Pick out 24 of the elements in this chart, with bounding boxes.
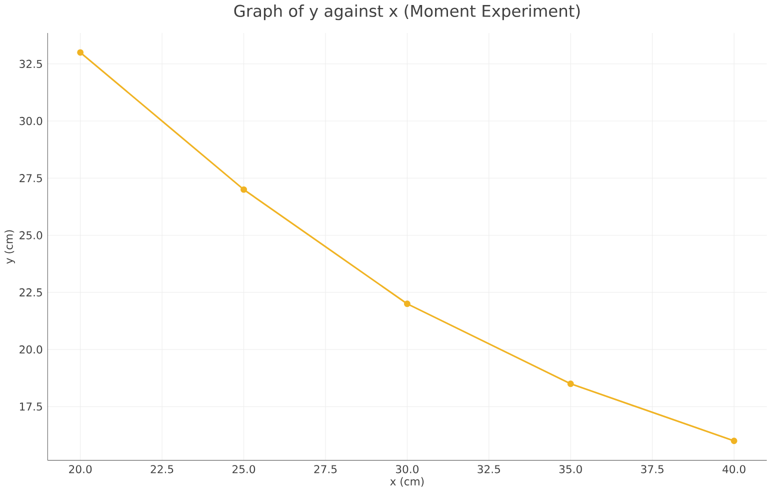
y-tick-label: 30.0	[20, 116, 42, 125]
x-tick-label: 32.5	[478, 464, 500, 474]
x-tick-label: 37.5	[641, 464, 664, 474]
y-tick-label: 20.0	[20, 345, 42, 354]
x-tick-label: 30.0	[396, 464, 419, 474]
point	[730, 438, 738, 444]
x-tick-label: 27.5	[314, 464, 337, 474]
x-tick-label: 35.0	[559, 464, 582, 474]
x-tick-label: 40.0	[722, 464, 746, 474]
y-tick-label: 32.5	[20, 60, 42, 68]
y-tick-label: 22.5	[20, 288, 42, 296]
y-tick-label: 17.5	[20, 402, 42, 411]
x-axis-title: x (cm)	[390, 477, 424, 487]
chart-title: Graph of y against x (Moment Experiment)	[234, 4, 580, 20]
point	[404, 300, 410, 307]
y-tick-label: 27.5	[20, 174, 42, 182]
x-tick-label: 25.0	[232, 464, 256, 474]
point	[567, 380, 574, 387]
point	[77, 49, 84, 56]
y-axis-title: y (cm)	[4, 230, 15, 264]
x-tick-label: 22.5	[150, 464, 174, 474]
y-tick-label: 25.0	[20, 231, 42, 240]
x-tick-label: 20.0	[69, 464, 92, 474]
point	[240, 186, 248, 193]
